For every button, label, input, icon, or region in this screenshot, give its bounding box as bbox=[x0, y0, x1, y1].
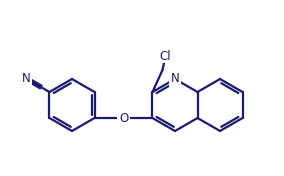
Text: Cl: Cl bbox=[160, 49, 171, 62]
Text: O: O bbox=[119, 112, 128, 124]
Text: N: N bbox=[22, 72, 30, 85]
Text: N: N bbox=[171, 73, 179, 86]
